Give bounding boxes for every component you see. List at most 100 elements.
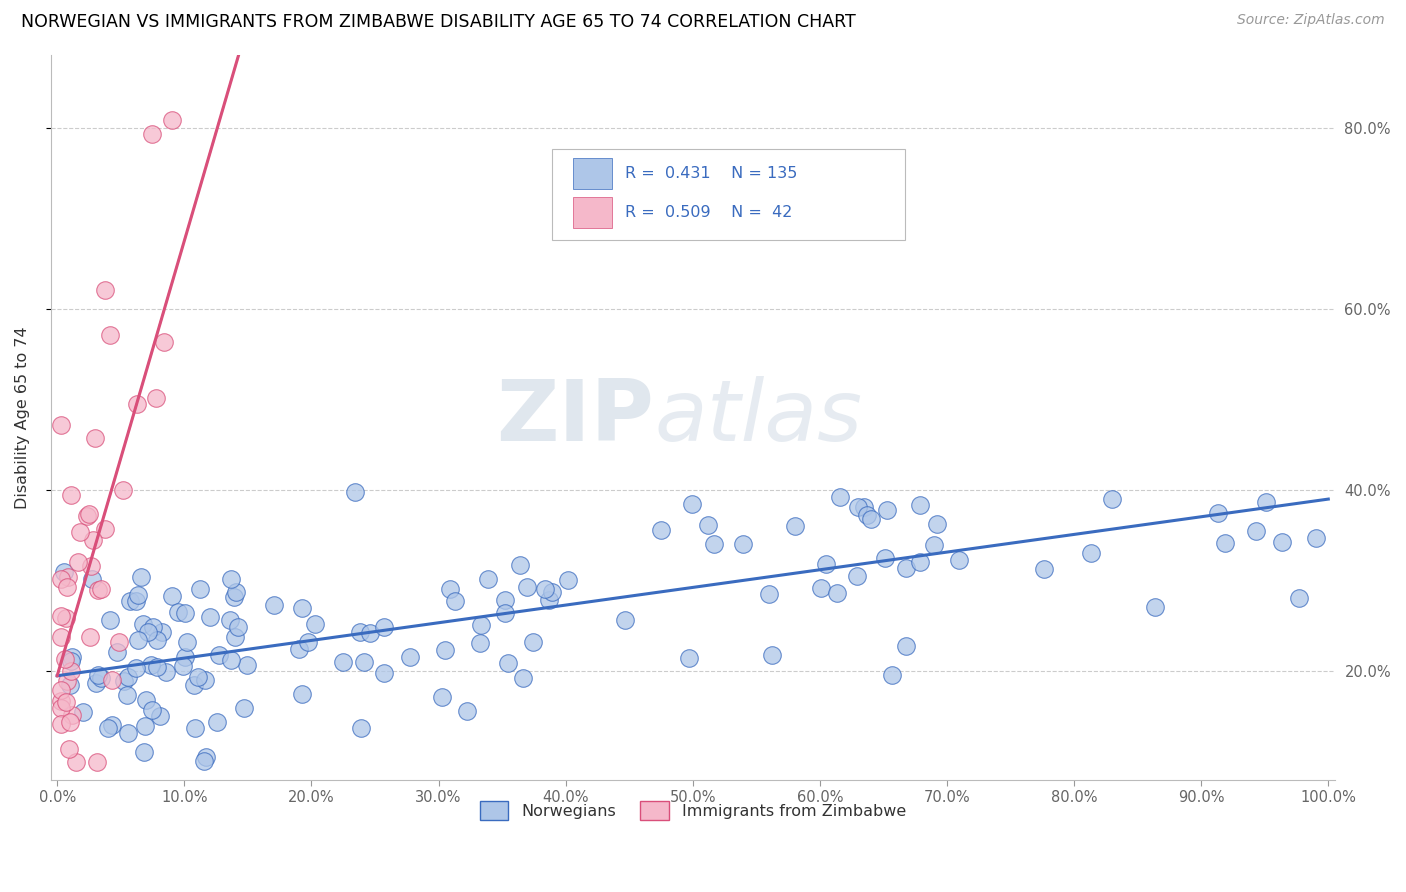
Point — [69, 524, 91, 539]
Point — [373, 620, 395, 634]
Point — [80, 573, 103, 587]
Point — [810, 581, 832, 595]
Point — [516, 580, 538, 594]
Point — [439, 582, 461, 597]
Point — [160, 112, 183, 127]
Point — [430, 690, 453, 704]
Point — [1244, 524, 1267, 539]
Point — [373, 666, 395, 681]
Point — [72, 706, 94, 720]
Point — [108, 635, 131, 649]
Point — [153, 334, 176, 349]
Point — [494, 606, 516, 620]
Point — [470, 618, 492, 632]
Point — [830, 491, 852, 505]
Point — [761, 648, 783, 663]
Point — [332, 655, 354, 669]
Point — [194, 750, 217, 764]
Point — [90, 671, 112, 685]
Point — [94, 522, 117, 536]
Text: ZIP: ZIP — [496, 376, 654, 459]
Point — [925, 516, 948, 531]
Point — [49, 572, 72, 586]
Text: R =  0.431    N = 135: R = 0.431 N = 135 — [624, 166, 797, 181]
Point — [433, 643, 456, 657]
Point — [100, 327, 122, 342]
Point — [176, 635, 198, 649]
Point — [350, 721, 373, 735]
Point — [894, 639, 917, 653]
Point — [184, 722, 207, 736]
Point — [66, 555, 89, 569]
Point — [205, 714, 228, 729]
Point — [288, 641, 311, 656]
Point — [208, 648, 231, 662]
Point — [291, 687, 314, 701]
Point — [681, 497, 703, 511]
Point — [49, 683, 72, 698]
Point — [117, 726, 139, 740]
Point — [225, 585, 247, 599]
Point — [98, 613, 121, 627]
Point — [125, 397, 148, 411]
Point — [399, 650, 422, 665]
Point — [59, 715, 82, 730]
Y-axis label: Disability Age 65 to 74: Disability Age 65 to 74 — [15, 326, 30, 508]
Point — [291, 600, 314, 615]
Point — [142, 620, 165, 634]
Point — [846, 500, 869, 515]
Point — [77, 508, 100, 522]
Point — [111, 483, 134, 497]
Point — [541, 585, 564, 599]
Point — [1143, 600, 1166, 615]
Point — [49, 693, 72, 707]
Point — [65, 755, 87, 769]
Point — [55, 673, 77, 688]
Point — [183, 678, 205, 692]
Point — [825, 586, 848, 600]
Text: Source: ZipAtlas.com: Source: ZipAtlas.com — [1237, 13, 1385, 28]
Point — [856, 508, 879, 522]
Point — [49, 418, 72, 433]
Point — [477, 573, 499, 587]
Point — [359, 626, 381, 640]
Point — [80, 559, 103, 574]
Point — [859, 511, 882, 525]
Point — [136, 624, 159, 639]
Legend: Norwegians, Immigrants from Zimbabwe: Norwegians, Immigrants from Zimbabwe — [474, 795, 912, 826]
Point — [1206, 506, 1229, 520]
Point — [87, 582, 110, 597]
Point — [55, 611, 77, 625]
Point — [167, 605, 190, 619]
Point — [852, 500, 875, 514]
Point — [90, 582, 112, 596]
Point — [56, 580, 79, 594]
Point — [173, 606, 195, 620]
Point — [678, 650, 700, 665]
Point — [193, 673, 215, 688]
Point — [150, 624, 173, 639]
Point — [908, 555, 931, 569]
Point — [537, 593, 560, 607]
Point — [76, 508, 98, 523]
Point — [224, 591, 246, 605]
Point — [101, 718, 124, 732]
Point — [145, 391, 167, 405]
Point — [224, 630, 246, 644]
Point — [1033, 561, 1056, 575]
Point — [134, 719, 156, 733]
Point — [344, 484, 367, 499]
Point — [172, 658, 194, 673]
Point — [845, 569, 868, 583]
Point — [228, 620, 250, 634]
Point — [785, 519, 807, 533]
Point — [128, 588, 150, 602]
Point — [53, 651, 76, 665]
Point — [49, 630, 72, 644]
Point — [49, 717, 72, 731]
Point — [155, 665, 177, 679]
Point — [59, 678, 82, 692]
Point — [236, 658, 259, 673]
Point — [139, 658, 162, 673]
Point — [219, 653, 242, 667]
